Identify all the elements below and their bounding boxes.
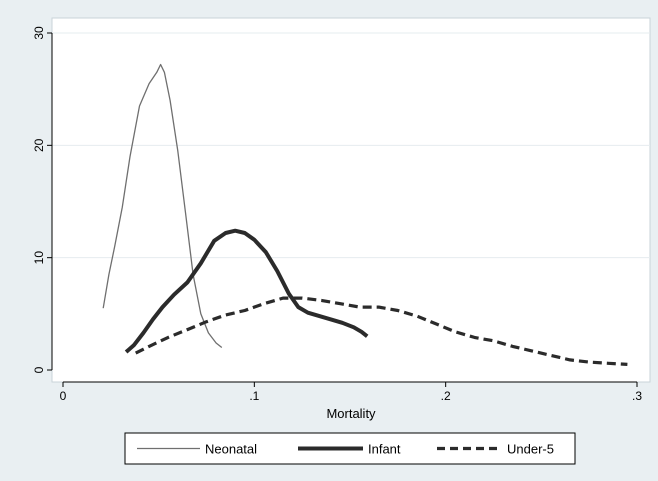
legend-label-neonatal: Neonatal [205,442,257,457]
legend-label-under-5: Under-5 [507,442,554,457]
legend-label-infant: Infant [368,442,401,457]
x-axis-title: Mortality [326,406,376,421]
y-tick-label: 30 [32,26,46,40]
series-line-neonatal [102,63,223,349]
legend: Neonatal Infant Under-5 [124,432,576,465]
series-line-infant [124,228,369,354]
series-lines [102,63,628,366]
y-tick-label: 10 [32,251,46,265]
grid-lines [52,32,650,259]
x-tick-label: .3 [632,389,642,403]
x-tick-label: 0 [60,389,67,403]
y-tick-label: 0 [32,366,46,373]
ticks: 0 10 20 30 0 .1 .2 .3 [32,26,642,403]
axes [51,33,637,383]
series-line-under-5 [134,296,628,366]
y-tick-label: 20 [32,138,46,152]
x-tick-label: .1 [249,389,259,403]
x-tick-label: .2 [441,389,451,403]
